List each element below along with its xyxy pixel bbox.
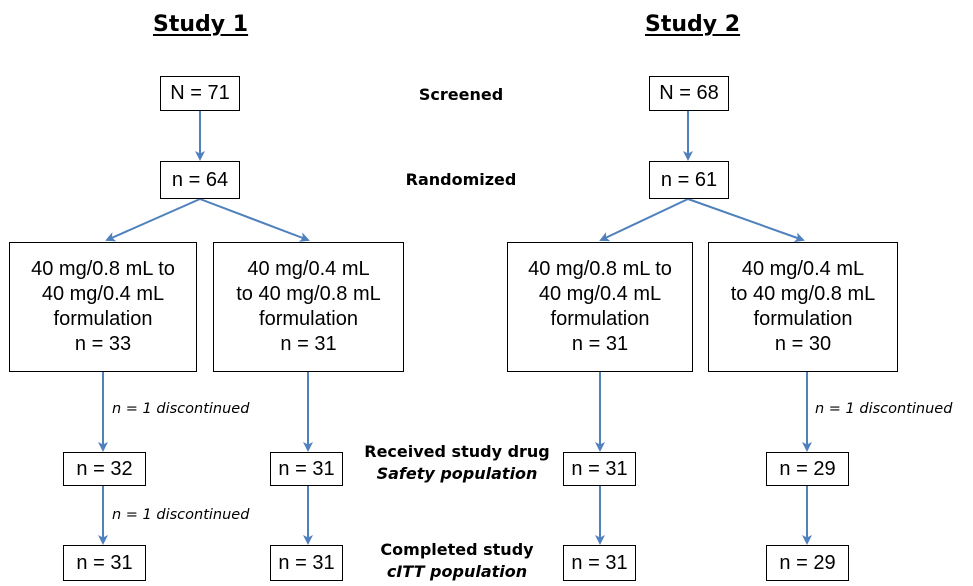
s1-group2-line3: formulation [259,308,358,330]
s2-group1-line2: 40 mg/0.4 mL [538,283,662,305]
s1-group1-line3: formulation [53,308,153,330]
s1-group1-line1: 40 mg/0.8 mL to [31,258,175,280]
s1-group2-line1: 40 mg/0.4 mL [247,258,370,280]
s1-group1-line2: 40 mg/0.4 mL [41,283,165,305]
stage-randomized-label: Randomized [405,170,517,189]
s2-group2-line1: 40 mg/0.4 mL [741,258,865,280]
s2-group1-line4: n = 31 [571,333,629,355]
s1-group2-line2: to 40 mg/0.8 mL [236,283,381,305]
s1-group1-line4: n = 33 [74,333,132,355]
s1-group1-discontinued-1: n = 1 discontinued [112,401,250,417]
arrow-s2-randomized-to-group2 [687,198,805,243]
arrow-s1-randomized-to-group2 [199,198,310,242]
s2-group1-box: 40 mg/0.8 mL to 40 mg/0.4 mL formulation… [507,242,693,372]
stage-safety-text: Safety population [376,464,538,483]
s2-group1-line3: formulation [550,308,650,330]
s1-group1-completed-box: n = 31 [63,545,146,581]
s1-randomized-box: n = 64 [160,161,240,199]
s1-group2-completed-box: n = 31 [270,545,343,581]
s2-group1-completed-box: n = 31 [563,545,636,581]
stage-received-text: Received study drug [364,442,550,461]
s2-group2-received-box: n = 29 [766,452,849,486]
stage-screened-label: Screened [418,85,504,104]
s2-group2-line2: to 40 mg/0.8 mL [730,283,876,305]
arrow-s1-randomized-to-group1 [105,198,201,242]
s1-group2-line4: n = 31 [280,333,337,355]
s2-group2-line3: formulation [753,308,853,330]
s2-group1-line1: 40 mg/0.8 mL to [528,258,672,280]
stage-citt-text: cITT population [386,562,528,581]
study-2-title: Study 2 [645,12,741,37]
study-1-title: Study 1 [153,12,249,37]
s2-randomized-box: n = 61 [649,161,729,199]
s1-group1-box: 40 mg/0.8 mL to 40 mg/0.4 mL formulation… [9,242,197,372]
s2-group1-received-box: n = 31 [563,452,636,486]
s2-group2-completed-box: n = 29 [766,545,849,581]
s1-group2-received-box: n = 31 [270,452,343,486]
s1-group1-received-box: n = 32 [63,452,146,486]
stage-completed-text: Completed study [380,540,534,559]
s1-screened-box: N = 71 [160,76,240,111]
stage-received-label: Received study drug Safety population [352,441,562,485]
stage-completed-label: Completed study cITT population [357,539,557,583]
arrow-s2-randomized-to-group1 [599,198,689,242]
s1-group2-box: 40 mg/0.4 mL to 40 mg/0.8 mL formulation… [213,242,404,372]
s2-screened-box: N = 68 [649,76,729,111]
s2-group2-box: 40 mg/0.4 mL to 40 mg/0.8 mL formulation… [708,242,898,372]
s1-group1-discontinued-2: n = 1 discontinued [112,507,250,523]
s2-group2-discontinued-1: n = 1 discontinued [815,401,953,417]
s2-group2-line4: n = 30 [774,333,832,355]
